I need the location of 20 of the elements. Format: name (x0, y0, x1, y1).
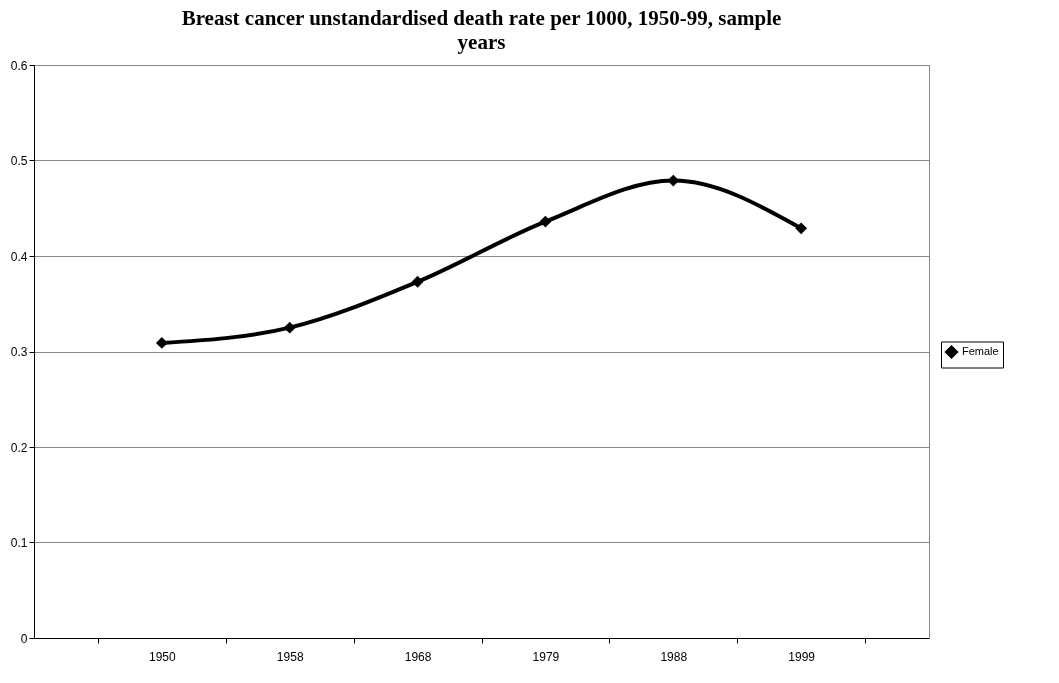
legend-label: Female (962, 345, 999, 357)
x-tick-label: 1950 (149, 649, 177, 664)
y-tick-label: 0 (20, 631, 28, 646)
x-tick-label: 1958 (276, 649, 304, 664)
point (155, 336, 168, 349)
chart-title: Breast cancer unstandardised death rate per 1000, 1950-99, sample years (181, 6, 782, 54)
x-tick-label: 1968 (404, 649, 432, 664)
point (539, 215, 552, 228)
x-tick-label: 1999 (788, 649, 816, 664)
x-tick-label: 1979 (532, 649, 560, 664)
point (795, 222, 808, 235)
y-tick-label: 0.6 (10, 58, 28, 73)
y-tick-label: 0.5 (10, 154, 28, 168)
x-tick-label: 1988 (660, 649, 688, 664)
y-tick-label: 0.1 (10, 536, 28, 550)
y-tick-label: 0.4 (10, 249, 28, 264)
point (283, 321, 296, 334)
point (411, 275, 424, 288)
y-tick-label: 0.2 (10, 440, 28, 455)
y-tick-label: 0.3 (10, 345, 28, 359)
